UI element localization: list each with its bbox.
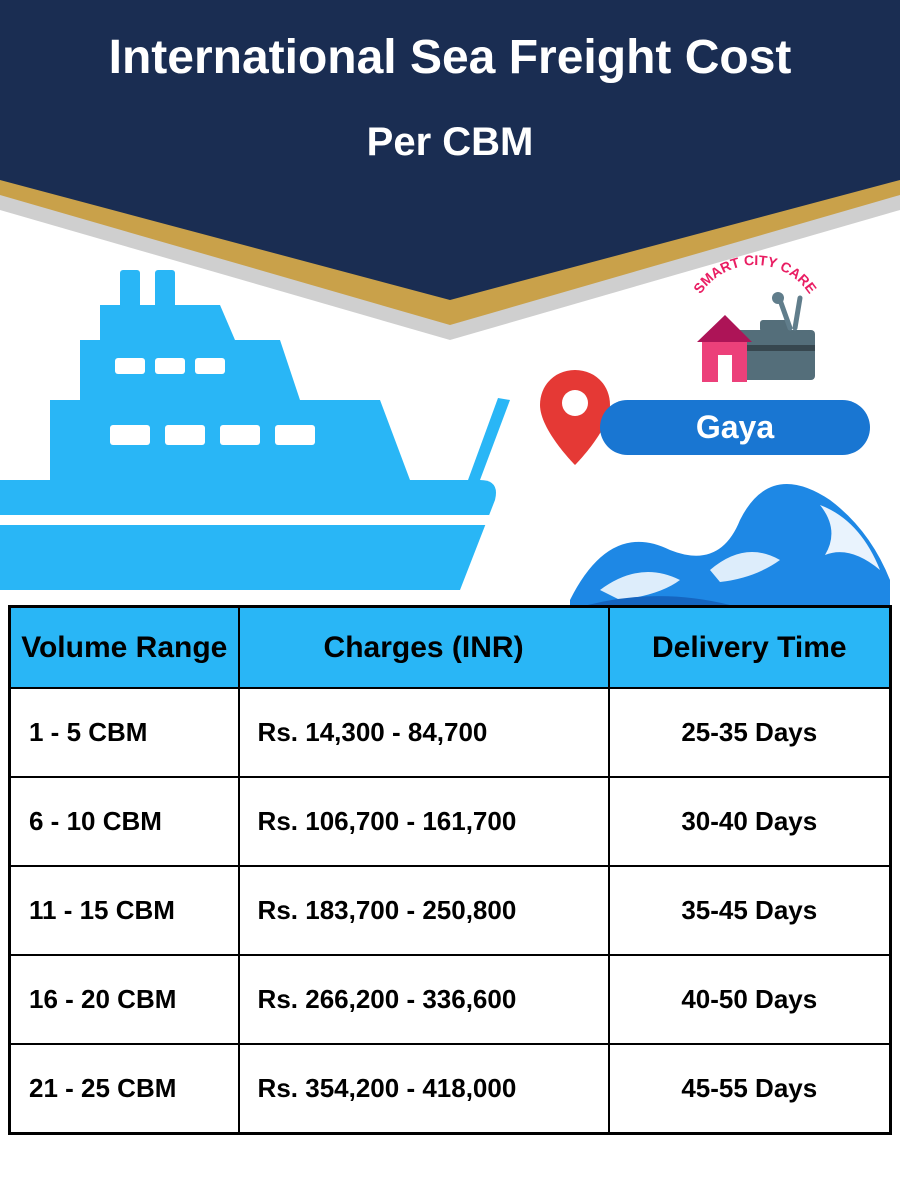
table-header-row: Volume Range Charges (INR) Delivery Time (10, 607, 891, 689)
cell-time: 30-40 Days (609, 777, 891, 866)
cell-charges: Rs. 183,700 - 250,800 (239, 866, 609, 955)
logo-text: SMART CITY CARE (690, 252, 820, 296)
location-pin-icon (540, 370, 610, 470)
col-header-volume: Volume Range (10, 607, 239, 689)
city-badge: Gaya (600, 400, 870, 455)
cell-volume: 16 - 20 CBM (10, 955, 239, 1044)
table-row: 16 - 20 CBM Rs. 266,200 - 336,600 40-50 … (10, 955, 891, 1044)
brand-logo: SMART CITY CARE (670, 250, 840, 400)
freight-cost-table: Volume Range Charges (INR) Delivery Time… (8, 605, 892, 1135)
cell-charges: Rs. 14,300 - 84,700 (239, 688, 609, 777)
cell-charges: Rs. 354,200 - 418,000 (239, 1044, 609, 1134)
cell-time: 35-45 Days (609, 866, 891, 955)
col-header-charges: Charges (INR) (239, 607, 609, 689)
cell-time: 40-50 Days (609, 955, 891, 1044)
table-row: 21 - 25 CBM Rs. 354,200 - 418,000 45-55 … (10, 1044, 891, 1134)
cell-volume: 21 - 25 CBM (10, 1044, 239, 1134)
city-name: Gaya (696, 409, 774, 446)
ship-icon (0, 250, 520, 600)
page-subtitle: Per CBM (0, 120, 900, 165)
cell-time: 25-35 Days (609, 688, 891, 777)
page-title: International Sea Freight Cost (0, 30, 900, 85)
cell-volume: 11 - 15 CBM (10, 866, 239, 955)
cell-volume: 1 - 5 CBM (10, 688, 239, 777)
cell-volume: 6 - 10 CBM (10, 777, 239, 866)
cell-time: 45-55 Days (609, 1044, 891, 1134)
table-row: 1 - 5 CBM Rs. 14,300 - 84,700 25-35 Days (10, 688, 891, 777)
table-row: 6 - 10 CBM Rs. 106,700 - 161,700 30-40 D… (10, 777, 891, 866)
cell-charges: Rs. 106,700 - 161,700 (239, 777, 609, 866)
cell-charges: Rs. 266,200 - 336,600 (239, 955, 609, 1044)
col-header-delivery: Delivery Time (609, 607, 891, 689)
table-row: 11 - 15 CBM Rs. 183,700 - 250,800 35-45 … (10, 866, 891, 955)
wave-icon (570, 460, 890, 620)
